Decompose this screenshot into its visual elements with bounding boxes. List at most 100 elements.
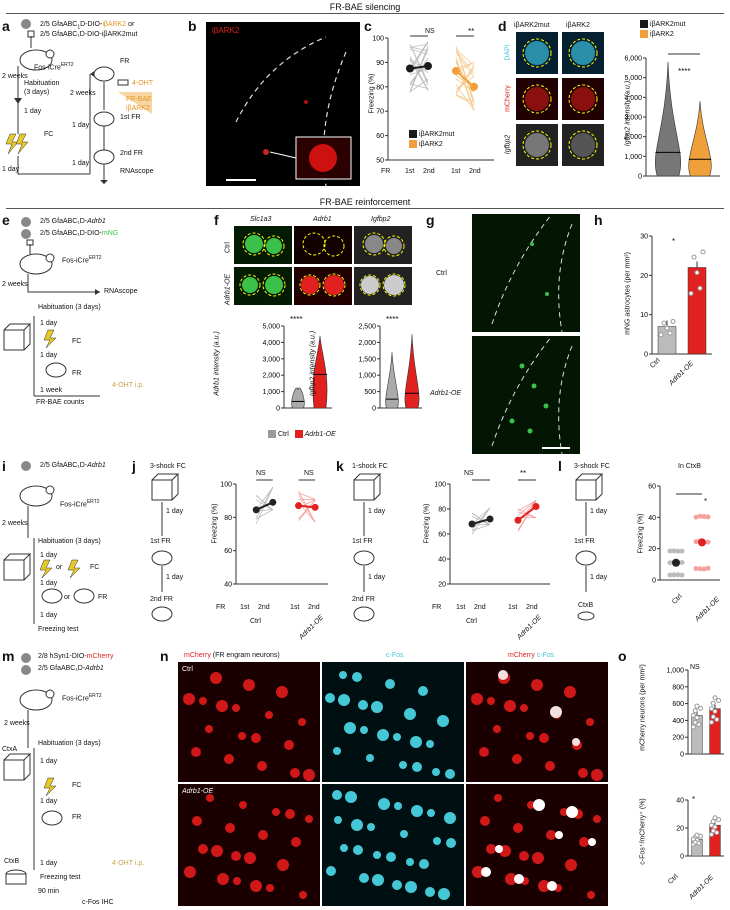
cell <box>479 747 489 757</box>
cell <box>334 816 342 824</box>
n-col3: mCherry c-Fos <box>508 652 555 659</box>
data-point <box>667 330 673 336</box>
cell <box>419 859 429 869</box>
y-tick-label: 20 <box>640 273 648 280</box>
cell <box>284 740 294 750</box>
data-point <box>693 539 699 545</box>
cell <box>326 866 336 876</box>
cell <box>498 670 508 680</box>
bar <box>687 267 707 355</box>
cell <box>192 816 202 826</box>
subject-line <box>409 43 429 86</box>
subject-line <box>455 62 475 70</box>
cell <box>291 837 301 847</box>
y-tick-label: 60 <box>438 532 446 539</box>
e-day1: 1 day <box>40 320 58 327</box>
cell <box>588 838 596 846</box>
h-ylabel: mNG astrocytes (per mm²) <box>624 252 632 335</box>
c-x1: 1st <box>405 168 415 175</box>
panel-label-m: m <box>2 648 15 664</box>
f-slc1a3-oe <box>234 267 292 305</box>
l-x1: Ctrl <box>671 593 684 606</box>
y-tick-label: 1,500 <box>358 356 376 363</box>
y-tick-label: 1,000 <box>262 389 280 396</box>
k-fr1: 1st FR <box>352 538 373 545</box>
d-sig: **** <box>678 67 691 76</box>
y-tick-label: 80 <box>224 515 232 522</box>
n-mcherry-ctrl: Ctrl <box>178 662 320 782</box>
panel-e-diagram <box>3 217 100 397</box>
i-virus: 2/5 GfaABC₁D-Adrb1 <box>40 462 106 469</box>
chart-k: 20 40 60 80 100 <box>434 479 550 589</box>
panel-label-i: i <box>2 458 6 474</box>
data-point <box>701 514 707 520</box>
e-fc: FC <box>72 338 82 345</box>
panel-label-f: f <box>214 212 219 228</box>
y-tick-label: 4,000 <box>624 95 642 102</box>
micrograph-b: iβARK2 <box>206 22 360 186</box>
cell <box>239 801 247 809</box>
d-col1: iβARK2mut <box>514 22 550 29</box>
cell <box>339 671 347 679</box>
y-tick-label: 800 <box>672 684 684 691</box>
y-tick-label: 200 <box>672 735 684 742</box>
cell <box>251 733 261 743</box>
e-habituation: Habituation (3 days) <box>38 304 101 311</box>
syringe-icon <box>27 30 35 48</box>
cell <box>351 819 363 831</box>
n-merge-oe <box>466 784 608 906</box>
violin-mut <box>654 61 682 177</box>
subject-line <box>471 512 491 526</box>
y-tick-label: 2,000 <box>624 134 642 141</box>
y-tick-label: 30 <box>640 234 648 241</box>
cell <box>394 802 402 810</box>
c-x2: 2nd <box>423 168 435 175</box>
c-x4: 2nd <box>469 168 481 175</box>
l-ctx: CtxB <box>578 602 594 609</box>
y-tick-label: 0 <box>638 174 642 181</box>
chart-c: 50 60 70 80 90 100 <box>372 35 494 165</box>
a-day4: 1 day <box>72 160 90 167</box>
e-weeks: 2 weeks <box>2 281 28 288</box>
n-mcherry-oe: Adrb1-OE <box>178 784 320 906</box>
cell <box>495 845 503 853</box>
k-x4: 2nd <box>526 604 538 611</box>
k-protocol <box>353 473 382 622</box>
cell <box>538 880 550 892</box>
data-point <box>716 697 722 703</box>
m-fc: FC <box>72 782 82 789</box>
cell <box>406 858 414 866</box>
data-point <box>696 722 702 728</box>
bar <box>709 708 721 755</box>
f-adrb1-oe <box>294 267 352 305</box>
d-mcherry-mut <box>516 78 558 120</box>
chart-h: 0 10 20 30 <box>640 234 712 359</box>
subject-line <box>455 94 475 106</box>
cell <box>224 754 234 764</box>
subject-line <box>455 46 475 102</box>
y-tick-label: 60 <box>224 548 232 555</box>
cell <box>338 694 350 706</box>
data-point <box>675 572 681 578</box>
k-g1: Ctrl <box>466 618 477 625</box>
data-point <box>671 572 677 578</box>
cell <box>210 672 222 684</box>
m-ctxb: CtxB <box>4 858 20 865</box>
l-ylabel: Freezing (%) <box>637 513 645 554</box>
cell <box>359 873 369 883</box>
y-tick-label: 60 <box>648 484 656 491</box>
y-tick-label: 5,000 <box>262 324 280 331</box>
cell <box>505 873 517 885</box>
subject-line <box>409 46 429 52</box>
panel-label-k: k <box>336 458 344 474</box>
cell <box>232 704 240 712</box>
m-day2: 1 day <box>40 798 58 805</box>
data-point <box>690 724 696 730</box>
subject-line <box>409 41 429 69</box>
d-legend: iβARK2mut iβARK2 <box>640 20 686 38</box>
k-x1: 1st <box>456 604 466 611</box>
mean-point <box>470 82 478 91</box>
chart-f2: 0 500 1,000 1,500 2,000 2,500 <box>358 324 422 413</box>
e-virus2: 2/5 GfaABC₁D-DIO-mNG <box>40 230 119 237</box>
y-tick-label: 20 <box>438 582 446 589</box>
